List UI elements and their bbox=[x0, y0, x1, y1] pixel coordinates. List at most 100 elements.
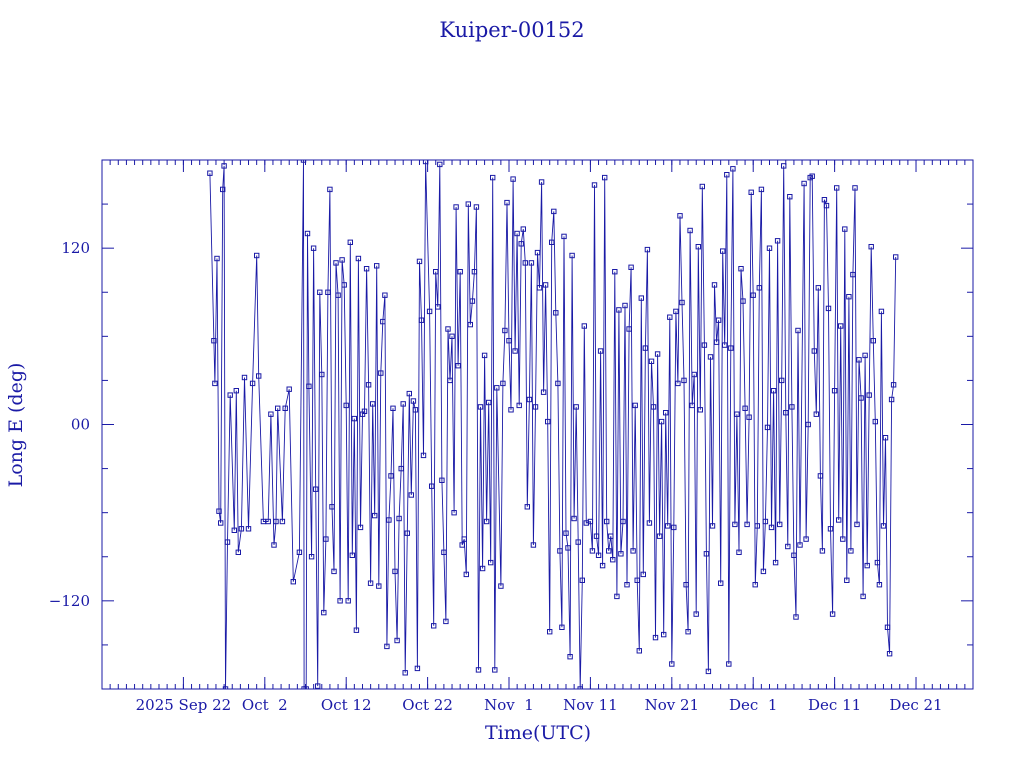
data-point-marker bbox=[459, 542, 465, 548]
data-point-marker bbox=[306, 383, 312, 390]
data-point-marker bbox=[718, 580, 724, 586]
data-point-marker bbox=[683, 582, 689, 588]
data-point-marker bbox=[410, 398, 417, 404]
data-point-marker bbox=[738, 266, 744, 272]
data-point-marker bbox=[249, 380, 256, 387]
data-point-marker bbox=[461, 536, 467, 542]
data-point-marker bbox=[701, 342, 708, 348]
data-point-marker bbox=[532, 404, 539, 410]
data-point-marker bbox=[479, 565, 486, 572]
data-point-marker bbox=[471, 269, 478, 275]
data-point-marker bbox=[661, 631, 667, 638]
data-point-marker bbox=[376, 583, 382, 589]
data-point-marker bbox=[441, 549, 447, 555]
data-point-marker bbox=[214, 255, 220, 262]
data-point-marker bbox=[374, 263, 380, 269]
data-point-marker bbox=[398, 465, 404, 472]
data-point-marker bbox=[642, 345, 649, 351]
data-point-marker bbox=[614, 593, 620, 600]
data-point-marker bbox=[673, 308, 679, 315]
data-point-marker bbox=[431, 623, 437, 629]
data-point-marker bbox=[795, 327, 801, 334]
data-point-marker bbox=[355, 255, 362, 262]
data-point-marker bbox=[663, 410, 669, 416]
data-point-marker bbox=[652, 634, 659, 641]
data-point-marker bbox=[852, 185, 858, 191]
data-point-marker bbox=[490, 174, 496, 181]
data-point-marker bbox=[271, 542, 277, 548]
data-point-marker bbox=[858, 395, 864, 401]
data-point-marker bbox=[591, 182, 598, 188]
data-point-marker bbox=[392, 568, 398, 575]
data-point-marker bbox=[571, 515, 577, 522]
data-point-marker bbox=[569, 252, 575, 259]
data-point-marker bbox=[878, 308, 885, 315]
data-point-marker bbox=[514, 230, 520, 237]
data-point-marker bbox=[604, 518, 610, 525]
data-point-marker bbox=[275, 405, 281, 412]
data-point-marker bbox=[463, 571, 470, 578]
data-point-marker bbox=[327, 186, 333, 193]
data-point-marker bbox=[363, 266, 370, 272]
data-point-marker bbox=[882, 435, 889, 441]
data-point-marker bbox=[768, 524, 775, 531]
x-tick-label: Oct 12 bbox=[321, 696, 372, 714]
data-point-marker bbox=[542, 282, 549, 288]
data-point-marker bbox=[730, 166, 736, 172]
plot-area bbox=[207, 160, 899, 689]
data-point-marker bbox=[386, 517, 392, 523]
data-point-marker bbox=[809, 173, 815, 179]
data-point-marker bbox=[777, 521, 783, 528]
data-point-marker bbox=[343, 402, 349, 409]
data-point-marker bbox=[740, 298, 746, 304]
data-point-marker bbox=[667, 314, 673, 320]
data-point-marker bbox=[842, 226, 848, 232]
data-point-marker bbox=[705, 668, 712, 675]
data-point-marker bbox=[817, 473, 824, 479]
data-point-marker bbox=[408, 492, 415, 498]
data-point-marker bbox=[469, 298, 476, 304]
data-point-marker bbox=[848, 548, 854, 554]
data-point-marker bbox=[573, 404, 579, 410]
data-point-marker bbox=[516, 402, 522, 409]
data-point-marker bbox=[624, 582, 630, 588]
data-point-marker bbox=[791, 552, 797, 558]
data-point-marker bbox=[850, 271, 856, 278]
data-point-marker bbox=[888, 396, 895, 403]
data-point-marker bbox=[465, 201, 472, 207]
data-point-marker bbox=[388, 473, 394, 479]
data-point-marker bbox=[671, 524, 677, 531]
data-point-marker bbox=[610, 557, 616, 563]
data-point-marker bbox=[715, 317, 722, 323]
data-point-marker bbox=[783, 410, 789, 416]
data-point-marker bbox=[235, 549, 242, 555]
data-point-marker bbox=[720, 248, 726, 254]
data-point-marker bbox=[874, 559, 881, 566]
data-point-marker bbox=[337, 598, 343, 604]
data-point-marker bbox=[538, 179, 545, 185]
data-point-marker bbox=[256, 373, 262, 379]
data-point-marker bbox=[475, 667, 482, 673]
data-point-marker bbox=[510, 176, 516, 182]
data-point-marker bbox=[540, 389, 547, 395]
data-point-marker bbox=[886, 651, 893, 657]
data-point-marker bbox=[734, 411, 740, 417]
data-point-marker bbox=[669, 661, 675, 667]
data-point-marker bbox=[449, 333, 455, 340]
data-point-marker bbox=[372, 512, 378, 519]
data-point-marker bbox=[353, 627, 360, 633]
data-point-marker bbox=[357, 524, 364, 531]
data-point-marker bbox=[838, 323, 844, 329]
data-point-marker bbox=[317, 289, 323, 296]
data-point-marker bbox=[349, 552, 356, 558]
data-point-marker bbox=[445, 326, 451, 332]
data-point-marker bbox=[382, 292, 388, 298]
data-point-marker bbox=[707, 354, 714, 360]
data-point-marker bbox=[681, 377, 687, 384]
data-point-marker bbox=[872, 418, 878, 425]
data-point-marker bbox=[893, 254, 899, 260]
data-point-marker bbox=[520, 226, 526, 232]
data-point-marker bbox=[726, 661, 732, 667]
y-axis-label: Long E (deg) bbox=[5, 363, 27, 488]
data-point-marker bbox=[390, 405, 396, 412]
